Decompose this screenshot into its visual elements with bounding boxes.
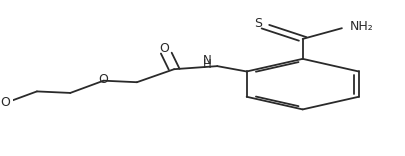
Text: NH₂: NH₂ (349, 20, 373, 33)
Text: S: S (254, 17, 262, 30)
Text: N: N (202, 54, 211, 67)
Text: O: O (159, 42, 169, 55)
Text: O: O (98, 73, 108, 86)
Text: H: H (202, 58, 211, 71)
Text: O: O (0, 96, 10, 109)
